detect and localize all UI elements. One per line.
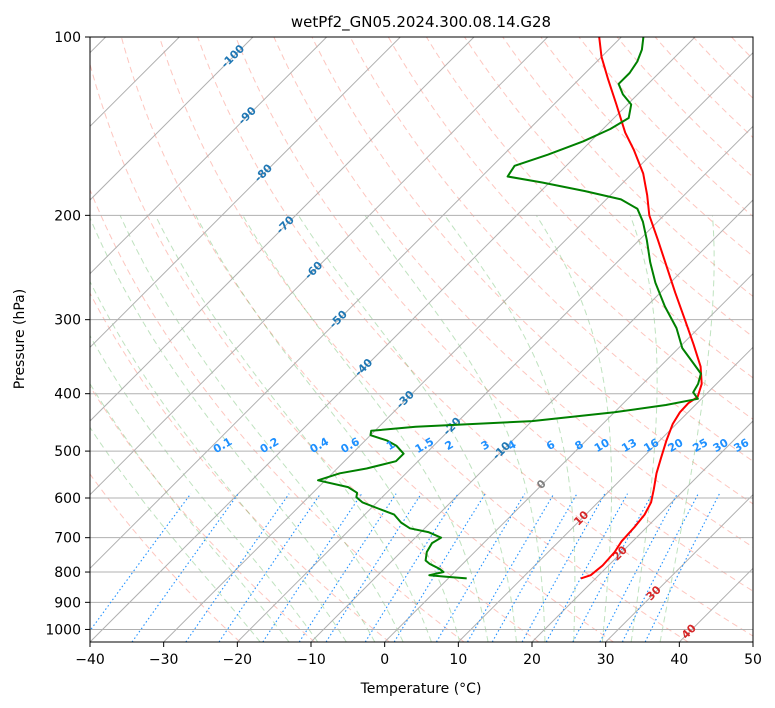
x-tick-label: 50 [744,652,762,668]
isotherm-gridline [90,37,622,570]
isotherm-gridline [90,37,254,201]
isotherm-gridline [236,125,753,642]
mixing-ratio-line [185,493,290,642]
isotherm-gridline [605,493,753,642]
dry-adiabat [90,292,390,642]
isotherm-gridline [90,37,696,642]
isotherm-gridline [457,346,753,642]
isotherm-gridline [90,37,328,275]
dry-adiabat [578,37,753,218]
dry-adiabat [654,37,753,139]
x-axis-label: Temperature (°C) [360,681,482,697]
y-tick-label: 800 [54,565,81,581]
isotherm-gridline [310,199,753,642]
moist-adiabat [659,215,715,642]
y-tick-label: 300 [54,313,81,329]
isotherm-gridline [90,37,401,349]
moist-adiabat [119,215,404,642]
y-axis-label: Pressure (hPa) [12,289,28,389]
mixing-ratio-line [262,493,363,642]
y-tick-label: 200 [54,208,81,224]
moist-adiabat [535,215,613,642]
dry-adiabat [90,188,465,642]
x-tick-label: 20 [523,652,541,668]
y-tick-label: 900 [54,595,81,611]
y-tick-label: 100 [54,30,81,46]
y-tick-label: 500 [54,444,81,460]
x-tick-label: −30 [149,652,179,668]
moist-adiabat [90,426,261,642]
moist-adiabat [90,216,376,642]
x-tick-label: 40 [670,652,688,668]
mixing-ratio-line [521,493,606,642]
dry-adiabat [197,37,753,637]
moist-adiabat [154,215,432,642]
isotherm-gridline [90,37,475,422]
dry-adiabat [540,37,753,257]
dry-adiabat [273,37,753,548]
x-tick-label: 0 [380,652,389,668]
y-tick-label: 400 [54,387,81,403]
isotherm-gridline [90,37,549,496]
isotherm-gridline [384,272,753,642]
dry-adiabat [235,37,753,592]
plot-frame [89,36,754,643]
moist-adiabat [444,215,576,642]
y-tick-label: 1000 [45,622,81,638]
dry-adiabat [349,37,753,462]
chart-title: wetPf2_GN05.2024.300.08.14.G28 [291,13,551,32]
x-tick-label: −10 [296,652,326,668]
dewpoint-profile-line [317,37,702,580]
dry-adiabat [311,37,753,505]
dry-adiabat [90,473,241,642]
dry-adiabat [90,62,540,642]
mixing-ratio-line [90,493,192,632]
x-tick-label: 30 [597,652,615,668]
moist-adiabat [90,334,319,642]
mixing-ratio-line [467,493,555,642]
isotherm-gridline [163,51,753,642]
moist-adiabat [90,280,347,642]
dry-adiabat [120,37,614,642]
isotherm-gridline [531,420,753,642]
x-tick-label: 10 [449,652,467,668]
dry-adiabat [159,37,689,642]
y-tick-label: 600 [54,491,81,507]
y-tick-label: 700 [54,531,81,547]
mixing-ratio-line [491,493,578,642]
dry-adiabat [425,37,753,379]
mixing-ratio-line [393,493,486,642]
mixing-ratio-line [218,493,321,642]
moist-adiabat [195,215,461,642]
temperature-profile-line [580,37,703,580]
mixing-ratio-line [545,493,628,642]
x-tick-label: −20 [223,652,253,668]
x-tick-label: −40 [75,652,105,668]
moist-adiabat [364,215,546,642]
